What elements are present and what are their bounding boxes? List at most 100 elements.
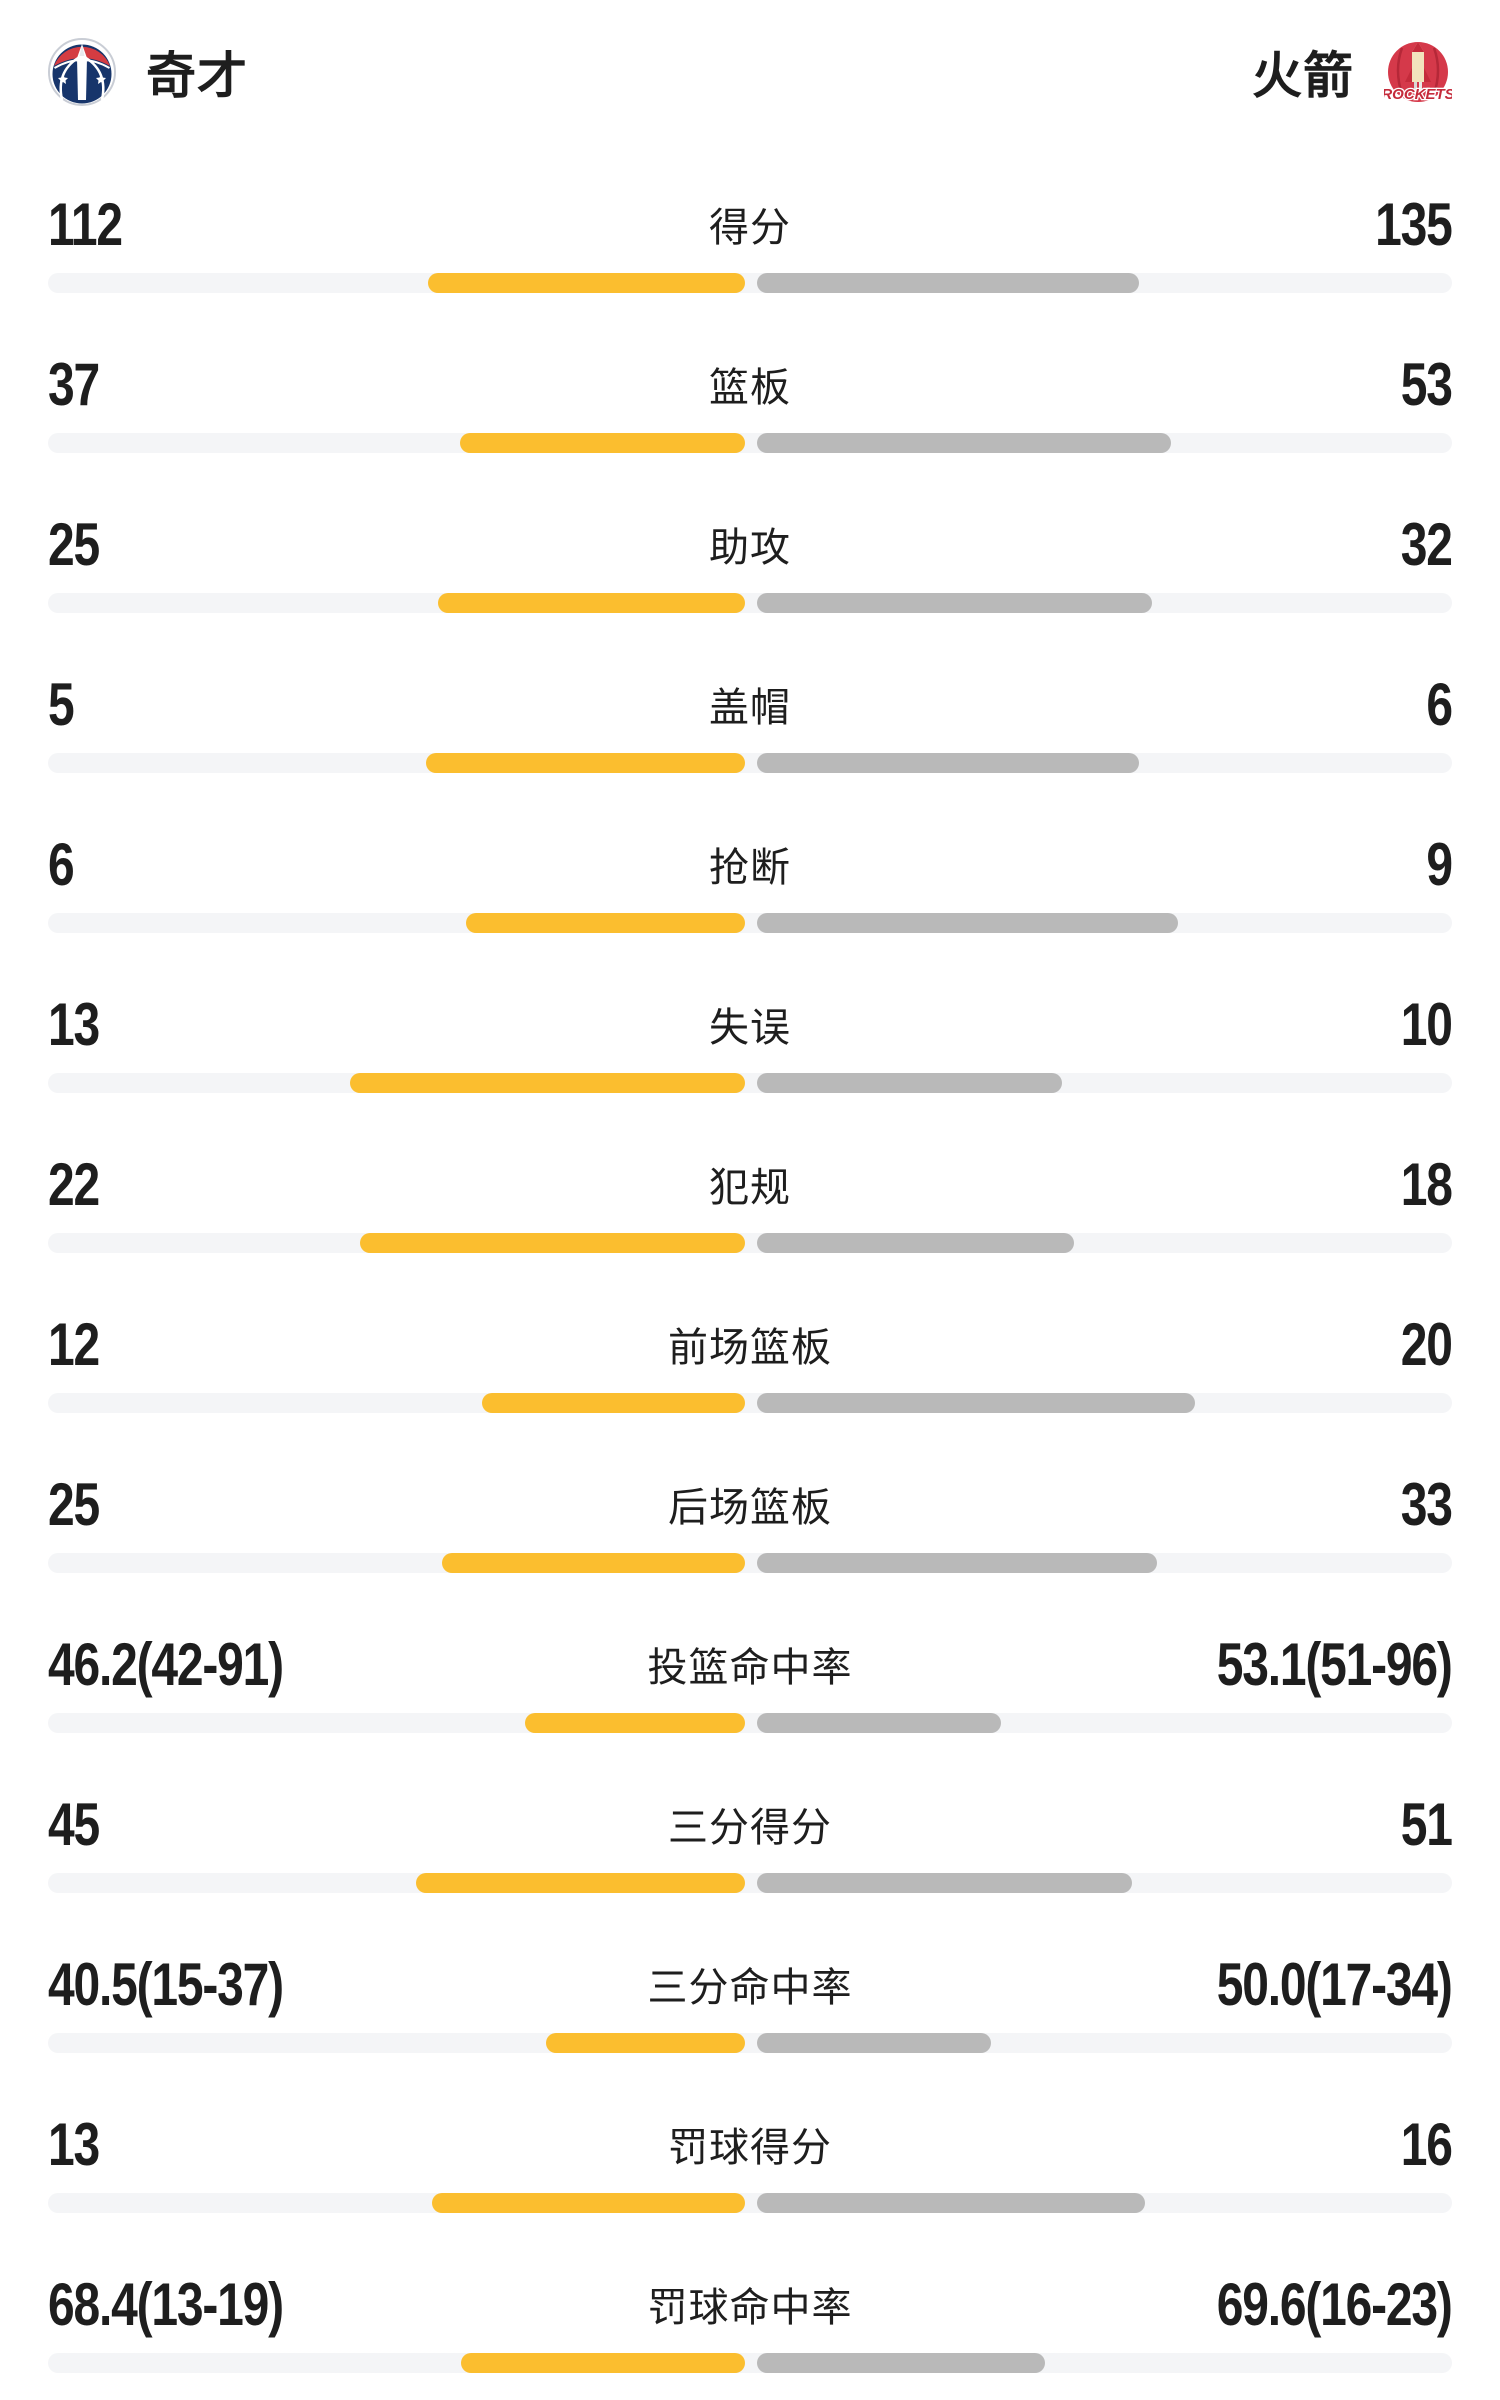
stat-row: 5 盖帽 6 (0, 670, 1500, 830)
stat-bar-track (48, 593, 1452, 613)
team-home-name: 奇才 (146, 48, 248, 104)
stat-values-line: 112 得分 135 (48, 191, 1453, 258)
stat-values-line: 25 后场篮板 33 (48, 1471, 1453, 1538)
stat-label: 罚球得分 (668, 2126, 832, 2170)
away-value: 53.1(51-96) (1217, 1630, 1453, 1698)
match-header: 奇才 火箭 ROCKETS (48, 36, 1456, 108)
stat-values-line: 13 失误 10 (48, 991, 1453, 1058)
stat-values-line: 68.4(13-19) 罚球命中率 69.6(16-23) (48, 2271, 1453, 2338)
home-value: 25 (48, 510, 100, 578)
stat-row: 12 前场篮板 20 (0, 1310, 1500, 1470)
stat-values-line: 45 三分得分 51 (48, 1791, 1453, 1858)
stat-row: 112 得分 135 (0, 190, 1500, 350)
home-bar (427, 273, 745, 293)
home-value: 112 (48, 190, 123, 258)
away-bar (757, 753, 1139, 773)
home-value: 68.4(13-19) (48, 2270, 284, 2338)
home-bar (441, 1553, 745, 1573)
stat-values-line: 13 罚球得分 16 (48, 2111, 1453, 2178)
stat-values-line: 12 前场篮板 20 (48, 1311, 1453, 1378)
stat-bar-track (48, 433, 1452, 453)
stat-label: 篮板 (709, 366, 791, 410)
away-value: 33 (1401, 1470, 1453, 1538)
home-value: 13 (48, 2110, 100, 2178)
home-value: 46.2(42-91) (48, 1630, 284, 1698)
stat-row: 40.5(15-37) 三分命中率 50.0(17-34) (0, 1950, 1500, 2110)
home-bar (416, 1873, 745, 1893)
away-bar (757, 2353, 1045, 2373)
away-bar (757, 1713, 1002, 1733)
away-bar (757, 913, 1179, 933)
stat-row: 25 后场篮板 33 (0, 1470, 1500, 1630)
team-away-header[interactable]: 火箭 ROCKETS (1252, 36, 1456, 108)
home-value: 45 (48, 1790, 100, 1858)
stat-values-line: 46.2(42-91) 投篮命中率 53.1(51-96) (48, 1631, 1453, 1698)
away-value: 10 (1401, 990, 1453, 1058)
away-value: 18 (1401, 1150, 1453, 1218)
away-value: 9 (1426, 830, 1454, 898)
stat-label: 投篮命中率 (647, 1646, 853, 1690)
home-value: 37 (48, 350, 100, 418)
away-bar (757, 593, 1152, 613)
stat-bar-track (48, 2033, 1452, 2053)
stat-label: 失误 (709, 1006, 791, 1050)
wizards-logo-icon (48, 38, 116, 106)
stat-label: 三分得分 (668, 1806, 832, 1850)
stat-bar-track (48, 1393, 1452, 1413)
stat-bar-track (48, 1553, 1452, 1573)
stat-bar-track (48, 2193, 1452, 2213)
away-bar (757, 1873, 1132, 1893)
away-bar (757, 2193, 1145, 2213)
home-bar (426, 753, 745, 773)
stat-row: 13 失误 10 (0, 990, 1500, 1150)
stat-label: 罚球命中率 (647, 2286, 853, 2330)
home-value: 13 (48, 990, 100, 1058)
away-value: 50.0(17-34) (1217, 1950, 1453, 2018)
stat-row: 46.2(42-91) 投篮命中率 53.1(51-96) (0, 1630, 1500, 1790)
away-value: 135 (1375, 190, 1454, 258)
team-home-header[interactable]: 奇才 (48, 36, 248, 108)
stat-values-line: 37 篮板 53 (48, 351, 1453, 418)
stat-bar-track (48, 273, 1452, 293)
home-value: 5 (48, 670, 75, 738)
home-bar (431, 2193, 745, 2213)
stats-rows: 112 得分 135 37 篮板 53 25 助攻 (0, 190, 1500, 2400)
home-bar (482, 1393, 745, 1413)
stat-label: 三分命中率 (647, 1966, 853, 2010)
team-away-name: 火箭 (1252, 48, 1354, 104)
home-value: 6 (48, 830, 75, 898)
stat-values-line: 5 盖帽 6 (48, 671, 1453, 738)
stat-row: 13 罚球得分 16 (0, 2110, 1500, 2270)
away-bar (757, 273, 1139, 293)
away-bar (757, 1393, 1196, 1413)
stat-row: 25 助攻 32 (0, 510, 1500, 670)
rockets-logo-icon: ROCKETS (1380, 38, 1456, 106)
stat-row: 22 犯规 18 (0, 1150, 1500, 1310)
stat-bar-track (48, 1873, 1452, 1893)
stat-bar-track (48, 2353, 1452, 2373)
home-bar (524, 1713, 745, 1733)
stat-label: 犯规 (709, 1166, 791, 1210)
away-value: 16 (1401, 2110, 1453, 2178)
home-value: 25 (48, 1470, 100, 1538)
stat-bar-track (48, 1233, 1452, 1253)
svg-text:ROCKETS: ROCKETS (1384, 86, 1452, 103)
stat-label: 前场篮板 (668, 1326, 832, 1370)
stat-row: 45 三分得分 51 (0, 1790, 1500, 1950)
away-bar (757, 1553, 1158, 1573)
away-bar (757, 2033, 992, 2053)
stat-label: 得分 (709, 206, 791, 250)
away-value: 6 (1426, 670, 1454, 738)
home-bar (350, 1073, 745, 1093)
home-bar (461, 2353, 745, 2373)
away-value: 51 (1401, 1790, 1453, 1858)
away-bar (757, 1073, 1062, 1093)
stat-label: 助攻 (709, 526, 791, 570)
home-value: 12 (48, 1310, 100, 1378)
stat-row: 68.4(13-19) 罚球命中率 69.6(16-23) (0, 2270, 1500, 2400)
stat-bar-track (48, 1713, 1452, 1733)
stat-bar-track (48, 913, 1452, 933)
away-bar (757, 433, 1172, 453)
away-value: 20 (1401, 1310, 1453, 1378)
